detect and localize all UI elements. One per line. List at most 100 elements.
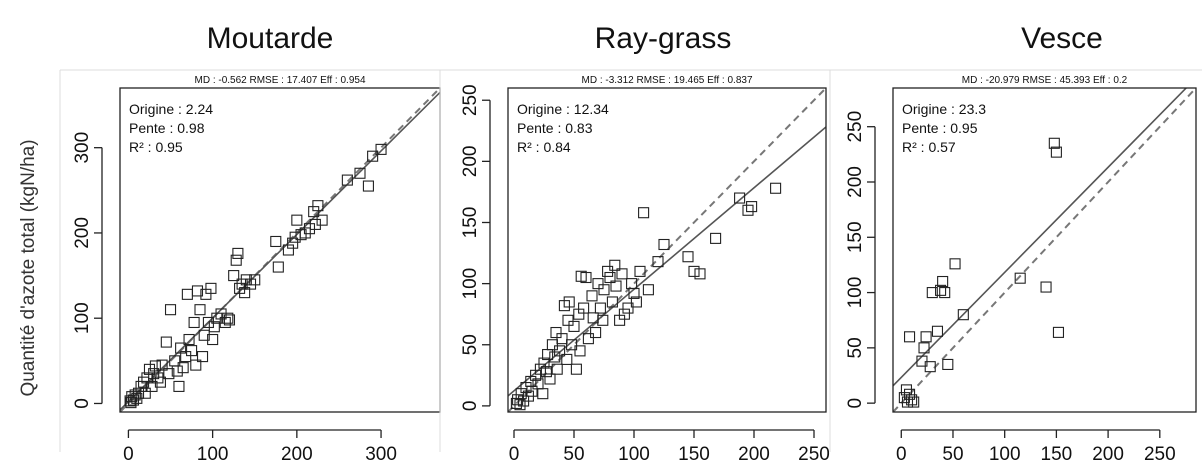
y-tick-label: 300: [72, 132, 93, 164]
data-point: [616, 268, 628, 280]
data-point: [602, 265, 614, 277]
annotation: R² : 0.95: [129, 139, 183, 155]
y-tick-label: 50: [845, 337, 866, 358]
x-tick-label: 150: [1041, 444, 1073, 465]
data-point: [375, 143, 387, 155]
data-point: [610, 280, 622, 292]
data-point: [299, 227, 311, 239]
data-point: [230, 254, 242, 266]
data-point: [362, 180, 374, 192]
data-point: [658, 238, 670, 251]
data-point: [622, 302, 634, 314]
data-point: [163, 368, 175, 380]
data-point: [154, 376, 166, 388]
plot-area: [893, 88, 1196, 412]
data-point: [630, 296, 642, 308]
data-point: [582, 333, 594, 345]
data-point: [183, 333, 195, 346]
data-point: [138, 376, 150, 388]
data-point: [570, 363, 582, 375]
data-point: [215, 308, 227, 320]
data-point: [563, 296, 575, 308]
x-tick-label: 250: [1144, 444, 1176, 465]
data-point: [586, 290, 598, 302]
data-point: [534, 363, 546, 375]
data-point: [634, 265, 646, 277]
data-point: [551, 363, 563, 375]
x-tick-label: 0: [896, 444, 907, 465]
annotation: Pente : 0.83: [517, 120, 593, 136]
data-point: [205, 282, 217, 294]
data-point: [770, 182, 782, 194]
data-point: [295, 229, 307, 241]
panels: Moutarde MD : -0.562 RMSE : 17.407 Eff : …: [59, 22, 1202, 465]
annotation: R² : 0.57: [902, 139, 956, 155]
data-point: [156, 359, 168, 371]
data-point: [537, 388, 549, 400]
data-point: [931, 325, 944, 337]
x-tick-label: 100: [618, 444, 650, 465]
data-point: [574, 345, 586, 357]
data-point: [135, 380, 147, 392]
x-tick-label: 200: [738, 444, 770, 465]
data-point: [746, 201, 758, 213]
annotation: Pente : 0.95: [902, 120, 978, 136]
data-point: [901, 396, 914, 408]
plot-box: [892, 87, 1197, 413]
data-point: [316, 214, 328, 226]
data-point: [149, 360, 161, 372]
data-point: [682, 251, 694, 263]
data-point: [208, 321, 220, 333]
data-point: [652, 256, 664, 268]
fit-line: [508, 126, 826, 397]
data-point: [309, 218, 321, 230]
y-tick-label: 200: [460, 146, 481, 178]
data-point: [1048, 137, 1060, 149]
data-point: [1050, 146, 1062, 158]
plot-area: [508, 88, 826, 412]
data-point: [367, 150, 379, 162]
data-point: [638, 207, 650, 219]
data-point: [592, 278, 604, 290]
data-point: [249, 274, 261, 286]
data-point: [566, 339, 578, 351]
data-point: [223, 314, 236, 326]
annotation: Origine : 12.34: [517, 101, 609, 117]
y-tick-label: 0: [845, 398, 866, 409]
x-tick-label: 50: [942, 444, 963, 465]
data-point: [734, 192, 746, 204]
x-tick-label: 300: [365, 444, 397, 465]
x-tick-label: 200: [1092, 444, 1124, 465]
stats-label: MD : -0.562 RMSE : 17.407 Eff : 0.954: [194, 75, 365, 86]
data-point: [742, 204, 754, 216]
data-point: [202, 316, 214, 329]
data-point: [146, 380, 158, 392]
data-point: [198, 329, 210, 341]
data-point: [597, 314, 609, 326]
y-tick-label: 200: [72, 217, 93, 249]
data-point: [272, 261, 284, 273]
x-tick-label: 250: [798, 444, 830, 465]
data-point: [908, 396, 920, 408]
data-point: [935, 284, 947, 296]
data-point: [628, 287, 640, 299]
data-point: [125, 397, 137, 409]
data-point: [642, 284, 654, 296]
x-tick-label: 0: [509, 444, 520, 465]
data-point: [171, 365, 183, 377]
plot-area: [120, 88, 440, 412]
y-tick-label: 50: [460, 334, 481, 355]
data-point: [196, 351, 209, 363]
data-point: [578, 302, 590, 314]
data-point: [291, 214, 303, 226]
data-point: [190, 359, 202, 371]
data-point: [939, 287, 951, 299]
data-point: [180, 351, 192, 363]
reference-line: [893, 88, 1196, 412]
panel-1: Moutarde MD : -0.562 RMSE : 17.407 Eff : …: [59, 22, 446, 465]
data-point: [222, 312, 234, 324]
data-point: [191, 285, 204, 297]
data-point: [903, 331, 916, 343]
data-point: [590, 326, 602, 339]
